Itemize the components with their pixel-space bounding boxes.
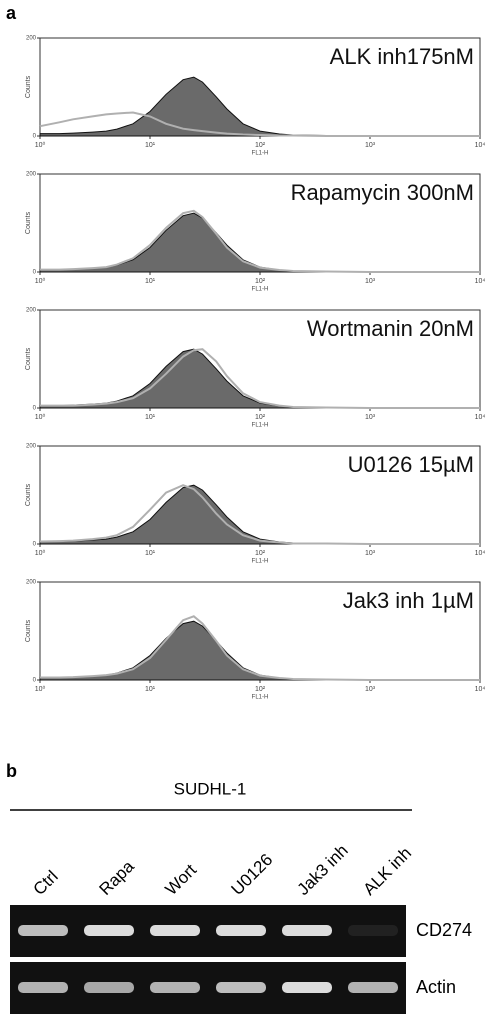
- band: [282, 925, 332, 936]
- row-label: CD274: [416, 920, 472, 940]
- x-tick-label: 10²: [255, 686, 266, 693]
- x-tick-label: 10¹: [145, 550, 156, 557]
- band: [150, 925, 200, 936]
- y-axis-label: Counts: [25, 347, 32, 370]
- x-axis-label: FL1-H: [252, 695, 269, 701]
- chart-title: Wortmanin 20nM: [307, 316, 474, 341]
- cell-line: SUDHL-1: [174, 779, 247, 798]
- x-tick-label: 10⁰: [35, 141, 46, 149]
- chart-title: Jak3 inh 1µM: [343, 588, 474, 613]
- x-tick-label: 10⁴: [475, 686, 486, 693]
- row-label: Actin: [416, 977, 456, 997]
- band: [84, 982, 134, 993]
- x-tick-label: 10³: [365, 414, 376, 421]
- x-tick-label: 10⁰: [35, 685, 46, 693]
- x-tick-label: 10¹: [145, 686, 156, 693]
- lane-label: Jak3 inh: [294, 841, 352, 899]
- chart-title: ALK inh175nM: [330, 44, 474, 69]
- x-axis-label: FL1-H: [252, 287, 269, 293]
- y-tick-label: 200: [26, 308, 37, 314]
- y-tick-label: 200: [26, 580, 37, 586]
- band: [18, 925, 68, 936]
- x-tick-label: 10¹: [145, 278, 156, 285]
- x-tick-label: 10²: [255, 142, 266, 149]
- y-axis-label: Counts: [25, 211, 32, 234]
- x-tick-label: 10⁴: [475, 414, 486, 421]
- x-tick-label: 10¹: [145, 142, 156, 149]
- panel-label: a: [6, 3, 17, 23]
- band: [150, 982, 200, 993]
- gel-row: [10, 905, 406, 957]
- x-axis-label: FL1-H: [252, 559, 269, 565]
- band: [84, 925, 134, 936]
- chart-title: U0126 15µM: [348, 452, 474, 477]
- band: [348, 982, 398, 993]
- gel-row: [10, 962, 406, 1014]
- y-tick-label: 0: [33, 678, 37, 684]
- x-axis-label: FL1-H: [252, 151, 269, 157]
- lane-label: Rapa: [96, 856, 139, 899]
- lane-label: ALK inh: [360, 843, 416, 899]
- x-tick-label: 10⁰: [35, 413, 46, 421]
- x-tick-label: 10⁰: [35, 549, 46, 557]
- y-tick-label: 0: [33, 270, 37, 276]
- panel-label: b: [6, 761, 17, 781]
- lane-label: U0126: [228, 850, 277, 899]
- x-tick-label: 10²: [255, 414, 266, 421]
- band: [282, 982, 332, 993]
- x-tick-label: 10²: [255, 550, 266, 557]
- x-tick-label: 10³: [365, 142, 376, 149]
- x-tick-label: 10⁰: [35, 277, 46, 285]
- y-tick-label: 0: [33, 406, 37, 412]
- chart-title: Rapamycin 300nM: [291, 180, 474, 205]
- band: [216, 925, 266, 936]
- lane-label: Ctrl: [30, 867, 62, 899]
- band: [18, 982, 68, 993]
- x-tick-label: 10⁴: [475, 550, 486, 557]
- y-tick-label: 0: [33, 542, 37, 548]
- x-tick-label: 10³: [365, 550, 376, 557]
- x-tick-label: 10²: [255, 278, 266, 285]
- band: [216, 982, 266, 993]
- y-axis-label: Counts: [25, 483, 32, 506]
- x-tick-label: 10¹: [145, 414, 156, 421]
- y-tick-label: 200: [26, 172, 37, 178]
- figure: a b SUDHL-1 10⁰ 10¹ 10² 10³ 10⁴ 0 200 FL1-H Coun…: [0, 0, 489, 1017]
- x-tick-label: 10³: [365, 278, 376, 285]
- y-axis-label: Counts: [25, 619, 32, 642]
- y-tick-label: 0: [33, 134, 37, 140]
- x-axis-label: FL1-H: [252, 423, 269, 429]
- y-tick-label: 200: [26, 36, 37, 42]
- x-tick-label: 10⁴: [475, 142, 486, 149]
- y-axis-label: Counts: [25, 75, 32, 98]
- x-tick-label: 10³: [365, 686, 376, 693]
- x-tick-label: 10⁴: [475, 278, 486, 285]
- y-tick-label: 200: [26, 444, 37, 450]
- lane-label: Wort: [162, 860, 201, 899]
- band: [348, 925, 398, 936]
